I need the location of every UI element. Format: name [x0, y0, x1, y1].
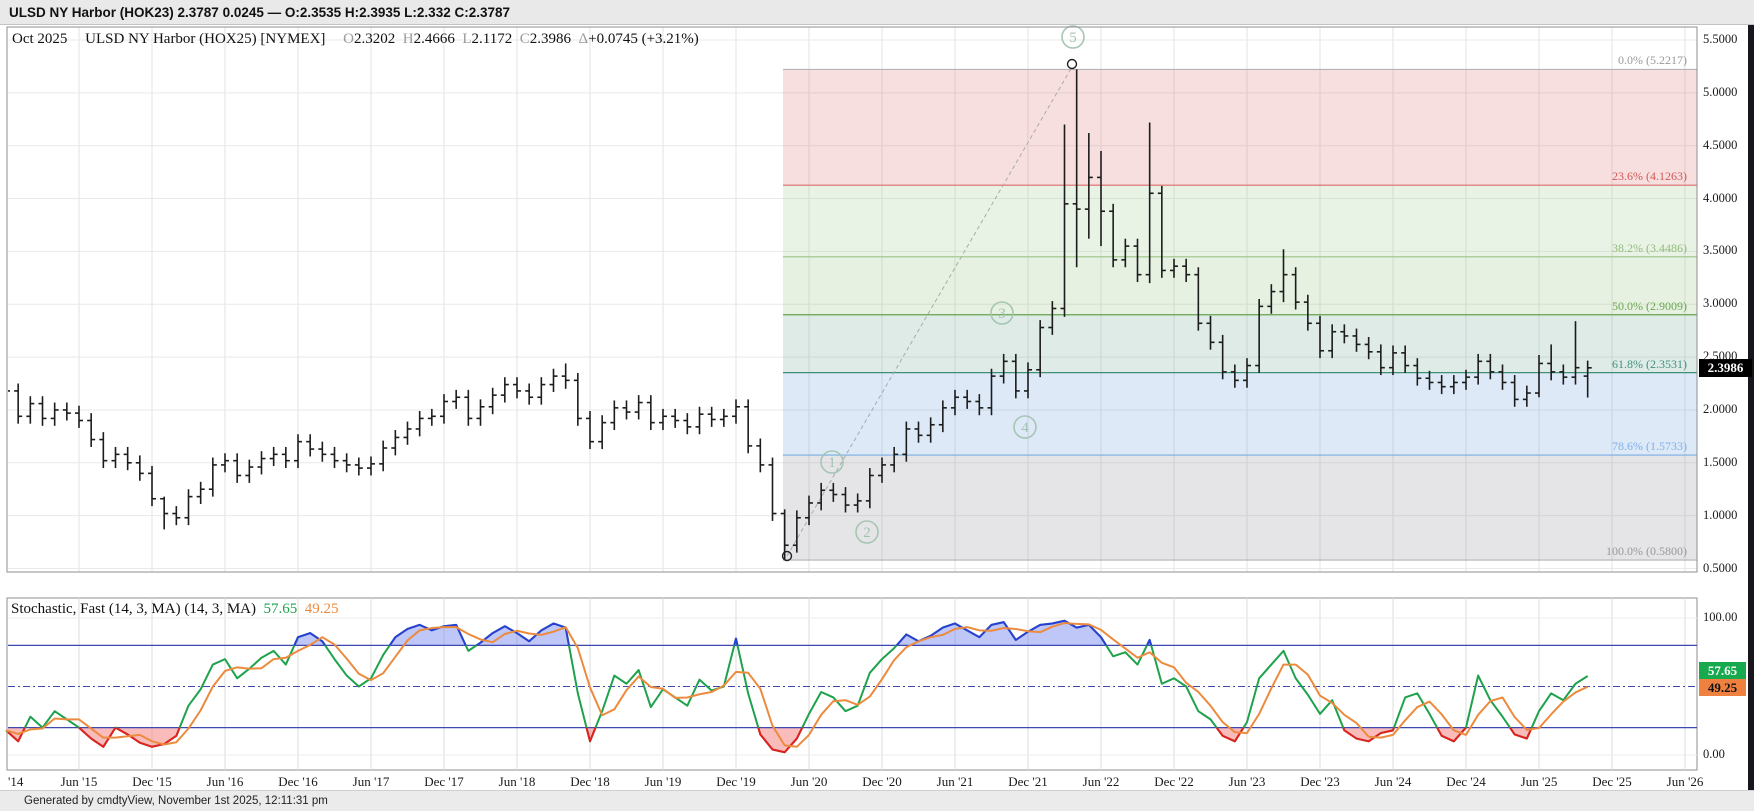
- elliott-wave-4: 4: [1021, 420, 1029, 436]
- price-axis-label: 4.0000: [1703, 190, 1738, 205]
- elliott-wave-2: 2: [863, 525, 871, 541]
- elliott-wave-5: 5: [1069, 30, 1077, 46]
- last-price-badge: 2.3986: [1699, 359, 1752, 377]
- x-axis-label: Dec '24: [1446, 774, 1486, 789]
- high-value: 2.4666: [413, 31, 455, 47]
- quote-title-bar: ULSD NY Harbor (HOK23) 2.3787 0.0245 — O…: [0, 0, 1754, 25]
- contract-header: Oct 2025 ULSD NY Harbor (HOX25) [NYMEX] …: [12, 31, 699, 48]
- x-axis-label: Jun '24: [1374, 774, 1412, 789]
- x-axis-label: Dec '22: [1154, 774, 1194, 789]
- fib-level-label: 61.8% (2.3531): [1612, 356, 1687, 371]
- x-axis-label: Jun '25: [1520, 774, 1558, 789]
- x-axis-label: Jun '21: [936, 774, 974, 789]
- price-axis-label: 4.5000: [1703, 137, 1738, 152]
- x-axis-label: Dec '21: [1008, 774, 1048, 789]
- price-axis-label: 0.5000: [1703, 560, 1738, 575]
- stochastic-header: Stochastic, Fast (14, 3, MA) (14, 3, MA)…: [11, 601, 339, 618]
- price-axis-label: 1.5000: [1703, 454, 1738, 469]
- open-label: O: [343, 31, 354, 47]
- stochastic-d-value: 49.25: [304, 601, 339, 617]
- price-axis-label: 3.0000: [1703, 296, 1738, 311]
- fib-level-label: 0.0% (5.2217): [1618, 53, 1687, 68]
- price-axis-label: 5.0000: [1703, 84, 1738, 99]
- price-axis-label: 1.0000: [1703, 507, 1738, 522]
- stochastic-d-badge: 49.25: [1699, 679, 1746, 696]
- x-axis-label: Dec '15: [132, 774, 172, 789]
- x-axis-label: Jun '20: [790, 774, 828, 789]
- delta-value: +0.0745 (+3.21%): [588, 31, 699, 47]
- stochastic-axis-label: 100.00: [1703, 610, 1738, 624]
- generated-timestamp: Generated by cmdtyView, November 1st 202…: [24, 795, 328, 807]
- x-axis-label: '14: [8, 774, 24, 789]
- x-axis-label: Dec '17: [424, 774, 464, 789]
- x-axis-label: Dec '19: [716, 774, 756, 789]
- price-axis-label: 2.0000: [1703, 401, 1738, 416]
- stochastic-params: (14, 3, MA): [184, 601, 256, 617]
- x-axis-label: Dec '16: [278, 774, 318, 789]
- quote-title-text: ULSD NY Harbor (HOK23) 2.3787 0.0245 — O…: [9, 5, 510, 20]
- open-value: 2.3202: [354, 31, 396, 47]
- low-value: 2.1172: [471, 31, 513, 47]
- x-axis-label: Jun '22: [1082, 774, 1120, 789]
- contract-month: Oct 2025: [12, 31, 68, 47]
- footer-bar: Generated by cmdtyView, November 1st 202…: [0, 790, 1754, 811]
- fib-level-label: 38.2% (3.4486): [1612, 240, 1687, 255]
- contract-name: ULSD NY Harbor (HOX25) [NYMEX]: [85, 31, 326, 47]
- stochastic-k-badge: 57.65: [1699, 662, 1746, 679]
- x-axis-label: Jun '16: [206, 774, 244, 789]
- price-axis-label: 5.5000: [1703, 32, 1738, 46]
- elliott-wave-3: 3: [998, 306, 1006, 322]
- x-axis-label: Jun '17: [352, 774, 390, 789]
- x-axis-label: Dec '25: [1592, 774, 1632, 789]
- fib-level-label: 78.6% (1.5733): [1612, 439, 1687, 454]
- stochastic-axis-label: 0.00: [1703, 747, 1725, 761]
- x-axis-label: Dec '20: [862, 774, 902, 789]
- x-axis-label: Dec '23: [1300, 774, 1340, 789]
- stochastic-k-value: 57.65: [263, 601, 298, 617]
- x-axis-label: Jun '26: [1666, 774, 1704, 789]
- high-label: H: [402, 31, 414, 47]
- delta-icon: Δ: [578, 31, 589, 47]
- close-value: 2.3986: [529, 31, 571, 47]
- low-label: L: [462, 31, 472, 47]
- fib-level-label: 50.0% (2.9009): [1612, 298, 1687, 313]
- x-axis-label: Jun '23: [1228, 774, 1266, 789]
- x-axis-label: Jun '18: [498, 774, 536, 789]
- fib-level-label: 23.6% (4.1263): [1612, 169, 1687, 184]
- price-axis-label: 3.5000: [1703, 243, 1738, 258]
- fib-level-label: 100.0% (0.5800): [1606, 544, 1687, 559]
- x-axis-label: Jun '19: [644, 774, 682, 789]
- close-label: C: [519, 31, 530, 47]
- x-axis-label: Dec '18: [570, 774, 610, 789]
- stochastic-title: Stochastic, Fast (14, 3, MA): [11, 601, 181, 617]
- x-axis-label: Jun '15: [60, 774, 98, 789]
- elliott-wave-1: 1: [828, 455, 836, 471]
